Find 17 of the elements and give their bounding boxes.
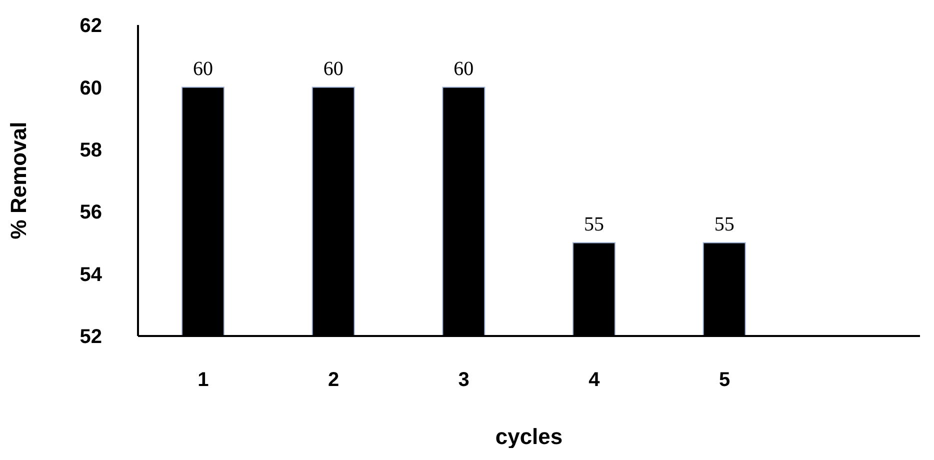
y-tick-label: 60	[80, 77, 102, 100]
data-label: 60	[193, 58, 213, 80]
data-label: 55	[584, 214, 604, 236]
y-tick-label: 62	[80, 15, 102, 38]
data-label: 55	[714, 214, 734, 236]
y-axis-title: % Removal	[6, 122, 31, 240]
x-tick-label: 4	[588, 369, 601, 392]
x-tick-label: 5	[718, 369, 730, 392]
y-tick-label: 54	[80, 264, 103, 286]
data-label: 60	[323, 58, 344, 80]
y-tick-label: 58	[80, 140, 102, 162]
x-tick-label: 1	[198, 369, 209, 392]
y-tick-label: 56	[80, 202, 102, 224]
data-label: 60	[454, 58, 474, 80]
x-tick-label: 2	[328, 369, 340, 392]
x-tick-label: 3	[458, 369, 470, 392]
y-tick-label: 52	[80, 326, 102, 348]
